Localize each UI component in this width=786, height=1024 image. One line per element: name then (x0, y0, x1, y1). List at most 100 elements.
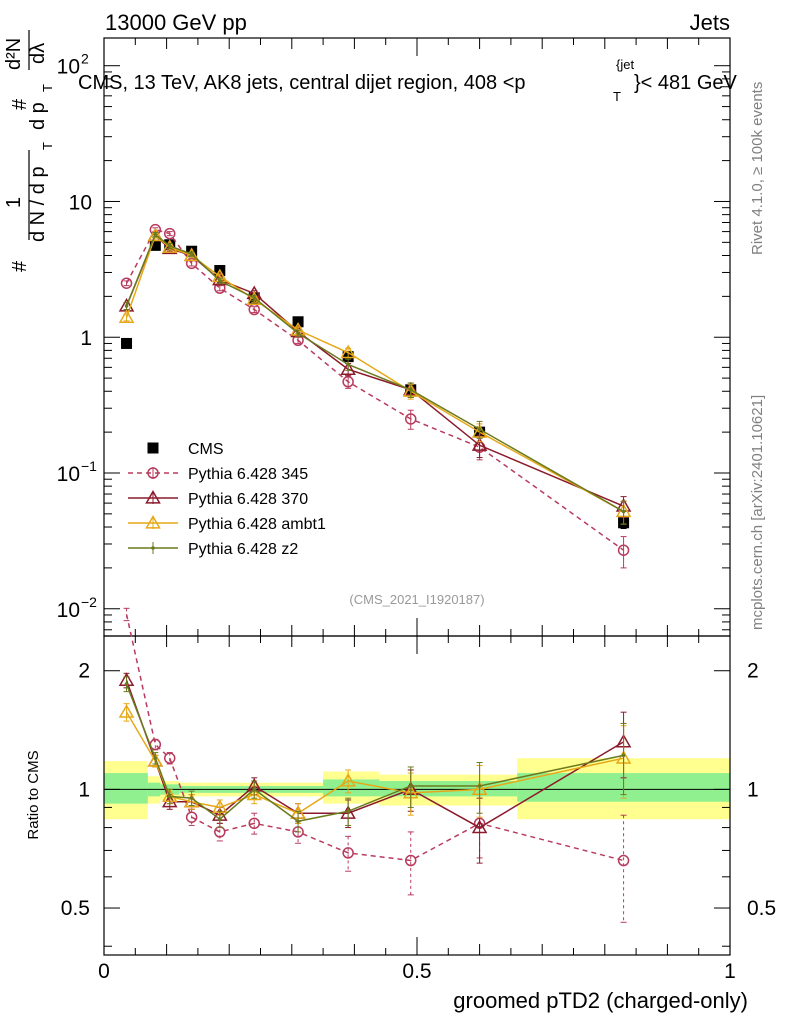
y-tick-label: 10 (69, 191, 92, 214)
ylabel-one: 1 (3, 197, 25, 208)
data-point (408, 388, 413, 392)
x-tick-label: 1 (724, 960, 736, 983)
data-point (147, 227, 164, 242)
legend-label: Pythia 6.428 ambt1 (188, 516, 326, 533)
uncertainty-bands (104, 758, 730, 820)
legend-label: Pythia 6.428 345 (188, 466, 308, 483)
y-tick-label: 1 (80, 327, 92, 350)
ylabel-t-sub-2: T (40, 84, 55, 92)
data-point (246, 291, 263, 306)
legend: CMS Pythia 6.428 345 Pythia 6.428 370 Pythi… (128, 441, 326, 558)
inner-band-bin (104, 773, 148, 804)
ratio-point (621, 753, 626, 758)
ratio-point (167, 794, 172, 799)
ratio-point (189, 796, 194, 800)
ylabel-hash-2: # (9, 98, 31, 110)
legend-entry: Pythia 6.428 370 (128, 489, 308, 508)
data-point (404, 413, 417, 425)
ylabel-d2n: d²N (3, 38, 25, 70)
rivet-version-label: Rivet 4.1.0, ≥ 100k events (749, 82, 766, 255)
analysis-id-label: (CMS_2021_I1920187) (349, 592, 484, 607)
ratio-series-pythia-6-428-z2 (123, 676, 627, 833)
data-point (185, 257, 198, 270)
data-point (218, 279, 222, 283)
y-tick-label: 10 (57, 463, 80, 486)
legend-entry: Pythia 6.428 z2 (128, 541, 298, 558)
legend-marker (151, 546, 155, 550)
legend-entry: CMS (147, 441, 224, 458)
x-tick-label: 0 (98, 960, 110, 983)
data-point (186, 245, 198, 257)
ratio-point (340, 773, 356, 787)
ratio-y-tick-label: 0.5 (61, 897, 90, 920)
header-right-label: Jets (690, 10, 730, 35)
ratio-point (163, 752, 176, 764)
ratio-point (248, 817, 260, 830)
series-pythia-6-428-z2 (123, 232, 627, 525)
y-tick-exponent: 2 (81, 51, 89, 67)
ratio-y-tick-label: 1 (78, 778, 90, 801)
plot-title-sub: T (613, 89, 621, 104)
data-point (292, 316, 304, 328)
data-point (346, 362, 350, 367)
ratio-series-pythia-6-428-345 (123, 607, 630, 923)
plot-title-sup: {jet (616, 57, 634, 72)
ratio-point (471, 819, 488, 834)
ratio-y-tick-label: 2 (78, 660, 90, 683)
data-point (617, 544, 630, 556)
data-point (471, 437, 488, 451)
plot-title-main: CMS, 13 TeV, AK8 jets, central dijet reg… (78, 72, 526, 94)
ratio-point (296, 819, 300, 824)
data-point (120, 277, 133, 289)
x-axis-label: groomed pTD2 (charged-only) (453, 988, 748, 1013)
data-point (340, 344, 356, 359)
ratio-point (153, 756, 158, 760)
ratio-point (408, 784, 413, 788)
ratio-point (246, 786, 263, 801)
ratio-panel: 0 0.5 10.5 0.51 12 2 (61, 38, 776, 983)
x-ticks: 0 0.5 1 (98, 38, 736, 983)
ratio-point (124, 682, 129, 686)
mcplots-label: mcplots.cern.ch [arXiv:2401.10621] (749, 395, 766, 630)
ylabel-dl: dλ (27, 43, 49, 64)
data-point (189, 252, 194, 256)
data-point (340, 361, 356, 375)
data-point (118, 309, 135, 324)
data-point (296, 331, 300, 336)
y-tick-label: 10 (57, 599, 80, 622)
ylabel-dn: d N / d p (27, 166, 49, 242)
data-point (153, 232, 158, 237)
ylabel-hash-1: # (9, 260, 31, 272)
ratio-point (617, 854, 630, 867)
ratio-point (404, 854, 417, 867)
legend-marker (147, 467, 159, 479)
legend-marker (147, 442, 159, 454)
ylabel-dp: d p (27, 102, 49, 130)
data-point (124, 304, 129, 308)
ratio-point (346, 809, 350, 814)
data-point (163, 227, 176, 240)
ratio-point (477, 784, 482, 788)
y-tick-exponent: −1 (81, 458, 97, 474)
data-point (167, 244, 172, 248)
legend-entry: Pythia 6.428 ambt1 (128, 514, 326, 533)
main-y-axis-label: # 1 d N / d p T # d²N d p T dλ (3, 30, 55, 272)
ylabel-t-sub-1: T (40, 142, 55, 150)
legend-label: Pythia 6.428 370 (188, 491, 308, 508)
ratio-point (252, 787, 257, 792)
ratio-point (218, 817, 222, 822)
ratio-point (185, 811, 198, 823)
legend-entry: Pythia 6.428 345 (128, 466, 308, 483)
data-point (621, 509, 626, 514)
ratio-y-ticks: 0.5 0.5 1 1 2 2 (61, 660, 776, 947)
legend-marker (145, 514, 161, 529)
legend-label: Pythia 6.428 z2 (188, 541, 298, 558)
data-point (149, 239, 161, 251)
ratio-y-axis-label: Ratio to CMS (25, 750, 42, 839)
legend-label: CMS (188, 441, 224, 458)
data-point (121, 337, 133, 349)
header-left-label: 13000 GeV pp (105, 10, 247, 35)
y-tick-label: 10 (57, 56, 80, 79)
